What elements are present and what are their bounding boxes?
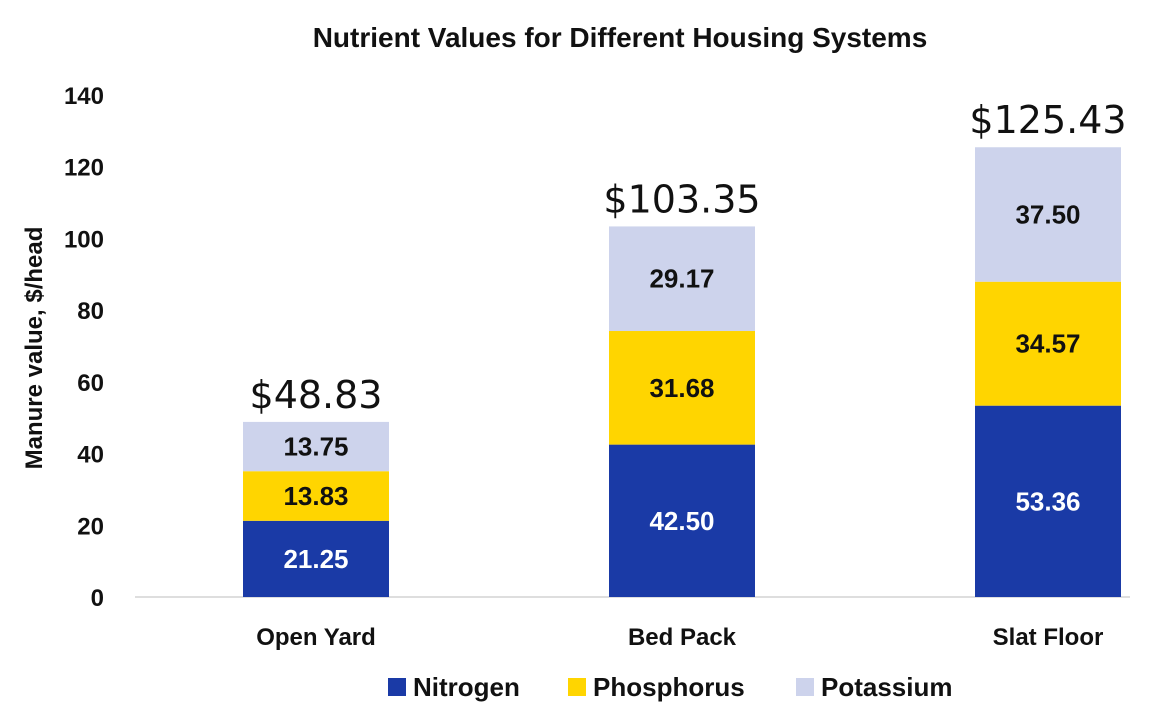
bar-segment-potassium <box>609 226 755 332</box>
y-tick-label: 40 <box>77 442 104 469</box>
bar-segment-phosphorus <box>975 281 1121 406</box>
segment-value-label: 37.50 <box>1015 199 1080 229</box>
legend-swatch-nitrogen <box>388 678 406 696</box>
y-tick-label: 20 <box>77 513 104 540</box>
y-tick-label: 100 <box>64 226 104 253</box>
segment-value-label: 31.68 <box>649 373 714 403</box>
bar-segment-nitrogen <box>975 405 1121 597</box>
bar-segment-phosphorus <box>243 471 389 521</box>
y-tick-label: 0 <box>91 585 104 612</box>
y-tick-label: 140 <box>64 83 104 110</box>
bar-total-label: $125.43 <box>969 98 1126 142</box>
chart-title: Nutrient Values for Different Housing Sy… <box>313 22 928 53</box>
segment-value-label: 53.36 <box>1015 486 1080 516</box>
bar-segment-potassium <box>243 421 389 472</box>
x-category-label: Slat Floor <box>993 624 1104 651</box>
bar-total-label: $103.35 <box>603 177 760 221</box>
legend-label-phosphorus: Phosphorus <box>593 672 745 702</box>
bar-segment-phosphorus <box>609 331 755 445</box>
bar-segment-potassium <box>975 147 1121 282</box>
segment-value-label: 42.50 <box>649 506 714 536</box>
legend-swatch-phosphorus <box>568 678 586 696</box>
legend: Nitrogen Phosphorus Potassium <box>388 672 953 702</box>
bars-group: 21.25 13.83 13.75 $48.83 42.50 31.68 29.17 $103… <box>243 98 1127 597</box>
x-axis-ticks: Open Yard Bed Pack Slat Floor <box>256 624 1103 651</box>
x-category-label: Bed Pack <box>628 624 737 651</box>
segment-value-label: 21.25 <box>283 544 348 574</box>
y-tick-label: 120 <box>64 155 104 182</box>
segment-value-label: 34.57 <box>1015 329 1080 359</box>
legend-label-potassium: Potassium <box>821 672 953 702</box>
bar-segment-nitrogen <box>609 444 755 597</box>
bar-total-label: $48.83 <box>250 373 383 417</box>
y-tick-label: 60 <box>77 370 104 397</box>
segment-value-label: 13.75 <box>283 432 348 462</box>
x-category-label: Open Yard <box>256 624 376 651</box>
segment-value-label: 13.83 <box>283 481 348 511</box>
segment-value-label: 29.17 <box>649 264 714 294</box>
bar-segment-nitrogen <box>243 520 389 597</box>
legend-label-nitrogen: Nitrogen <box>413 672 520 702</box>
y-axis-label: Manure value, $/head <box>21 227 48 470</box>
y-tick-label: 80 <box>77 298 104 325</box>
legend-swatch-potassium <box>796 678 814 696</box>
y-axis-ticks: 0 20 40 60 80 100 120 140 <box>64 83 104 612</box>
